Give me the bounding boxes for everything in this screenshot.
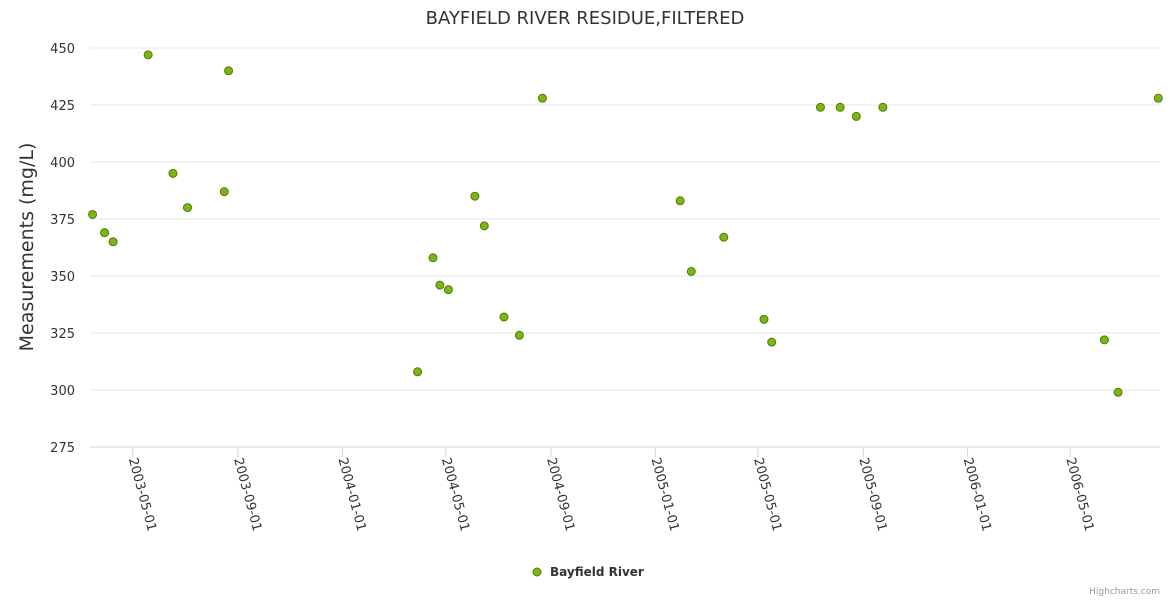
data-point[interactable] (719, 232, 729, 242)
data-point[interactable] (428, 253, 438, 263)
y-tick-label: 300 (50, 384, 75, 399)
y-tick-label: 350 (50, 270, 75, 285)
data-point[interactable] (835, 102, 845, 112)
data-point[interactable] (686, 266, 696, 276)
data-point[interactable] (878, 102, 888, 112)
data-point[interactable] (443, 285, 453, 295)
data-point[interactable] (183, 203, 193, 213)
data-point[interactable] (435, 280, 445, 290)
data-point[interactable] (815, 102, 825, 112)
x-tick-label: 2003-09-01 (230, 456, 264, 533)
y-axis-title: Measurements (mg/L) (16, 143, 38, 352)
data-point[interactable] (143, 50, 153, 60)
data-point[interactable] (1113, 387, 1123, 397)
data-point[interactable] (675, 196, 685, 206)
y-tick-label: 325 (50, 327, 75, 342)
x-tick-label: 2003-05-01 (125, 456, 159, 533)
x-tick-label: 2006-05-01 (1062, 456, 1096, 533)
grid-lines (90, 47, 1160, 391)
y-tick-label: 400 (50, 156, 75, 171)
y-tick-label: 275 (50, 441, 75, 456)
data-point[interactable] (219, 187, 229, 197)
x-tick-label: 2005-01-01 (648, 456, 682, 533)
data-point[interactable] (88, 209, 98, 219)
data-points (88, 50, 1163, 397)
data-point[interactable] (479, 221, 489, 231)
data-point[interactable] (168, 168, 178, 178)
y-tick-label: 425 (50, 99, 75, 114)
x-axis: 2003-05-01 2003-09-01 2004-01-01 2004-05-01… (90, 446, 1160, 533)
legend[interactable]: Bayfield River (532, 565, 644, 579)
x-tick-label: 2005-09-01 (855, 456, 889, 533)
chart-title: BAYFIELD RIVER RESIDUE,FILTERED (426, 8, 745, 29)
data-point[interactable] (759, 314, 769, 324)
data-point[interactable] (224, 66, 234, 76)
x-tick-label: 2004-01-01 (334, 456, 368, 533)
data-point[interactable] (499, 312, 509, 322)
data-point[interactable] (470, 191, 480, 201)
y-tick-label: 450 (50, 42, 75, 57)
legend-item-bayfield-river[interactable]: Bayfield River (550, 565, 644, 579)
data-point[interactable] (514, 330, 524, 340)
data-point[interactable] (1099, 335, 1109, 345)
legend-marker[interactable] (532, 567, 542, 577)
data-point[interactable] (767, 337, 777, 347)
x-tick-label: 2004-09-01 (543, 456, 577, 533)
data-point[interactable] (851, 111, 861, 121)
x-tick-label: 2005-05-01 (750, 456, 784, 533)
data-point[interactable] (537, 93, 547, 103)
y-tick-label: 375 (50, 213, 75, 228)
y-axis: 275 300 325 350 375 400 425 450 (50, 42, 75, 456)
x-tick-label: 2004-05-01 (438, 456, 472, 533)
data-point[interactable] (413, 367, 423, 377)
data-point[interactable] (1153, 93, 1163, 103)
x-tick-label: 2006-01-01 (960, 456, 994, 533)
data-point[interactable] (100, 228, 110, 238)
data-point[interactable] (108, 237, 118, 247)
credits-link[interactable]: Highcharts.com (1089, 587, 1160, 597)
